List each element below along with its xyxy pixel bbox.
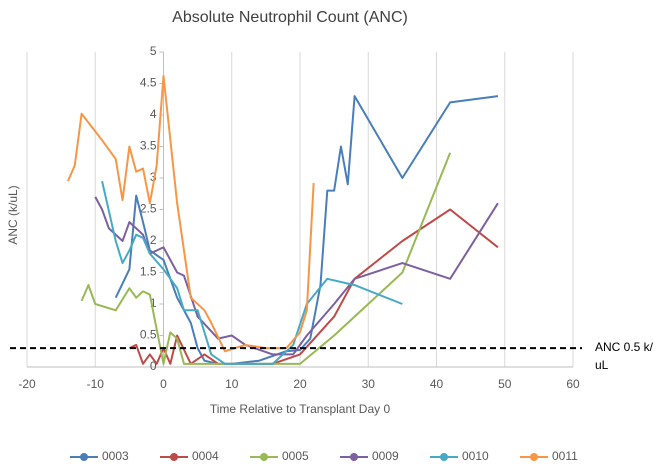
legend-label: 0010 <box>462 449 489 463</box>
legend-marker <box>80 453 88 461</box>
legend-label: 0011 <box>552 449 578 463</box>
x-tick-label: -20 <box>18 377 36 391</box>
y-tick-label: 0 <box>150 359 157 373</box>
chart-title: Absolute Neutrophil Count (ANC) <box>172 9 408 26</box>
x-tick-label: 40 <box>430 377 444 391</box>
legend-label: 0004 <box>192 449 219 463</box>
series-line <box>101 180 403 365</box>
series-line <box>114 95 499 365</box>
y-tick-label: 4.5 <box>140 76 157 90</box>
legend-marker <box>170 453 178 461</box>
y-tick-label: 5 <box>150 44 157 58</box>
legend-marker <box>440 453 448 461</box>
y-axis-label: ANC (k/uL) <box>6 185 20 244</box>
y-tick-label: 1.5 <box>140 265 157 279</box>
series-line <box>128 208 499 365</box>
x-tick-label: 10 <box>225 377 239 391</box>
x-tick-label: 0 <box>160 377 167 391</box>
threshold-label: ANC 0.5 k/uL <box>595 340 654 372</box>
legend-marker <box>260 453 268 461</box>
x-tick-label: 20 <box>293 377 307 391</box>
y-tick-label: 2.5 <box>140 202 157 216</box>
x-axis-label: Time Relative to Transplant Day 0 <box>210 402 391 416</box>
legend-label: 0003 <box>102 449 129 463</box>
y-tick-label: 4 <box>150 107 157 121</box>
y-tick-label: 1 <box>150 296 157 310</box>
y-tick-label: 2 <box>150 233 157 247</box>
legend-label: 0009 <box>372 449 399 463</box>
x-tick-label: 30 <box>362 377 376 391</box>
y-tick-label: 3 <box>150 170 157 184</box>
legend-marker <box>530 453 538 461</box>
legend-marker <box>350 453 358 461</box>
y-tick-label: 3.5 <box>140 139 157 153</box>
legend-label: 0005 <box>282 449 309 463</box>
x-tick-label: 50 <box>498 377 512 391</box>
y-tick-label: 0.5 <box>140 328 157 342</box>
x-tick-label: 60 <box>566 377 580 391</box>
series-line <box>80 152 452 365</box>
x-tick-label: -10 <box>87 377 105 391</box>
series-line <box>94 196 499 356</box>
